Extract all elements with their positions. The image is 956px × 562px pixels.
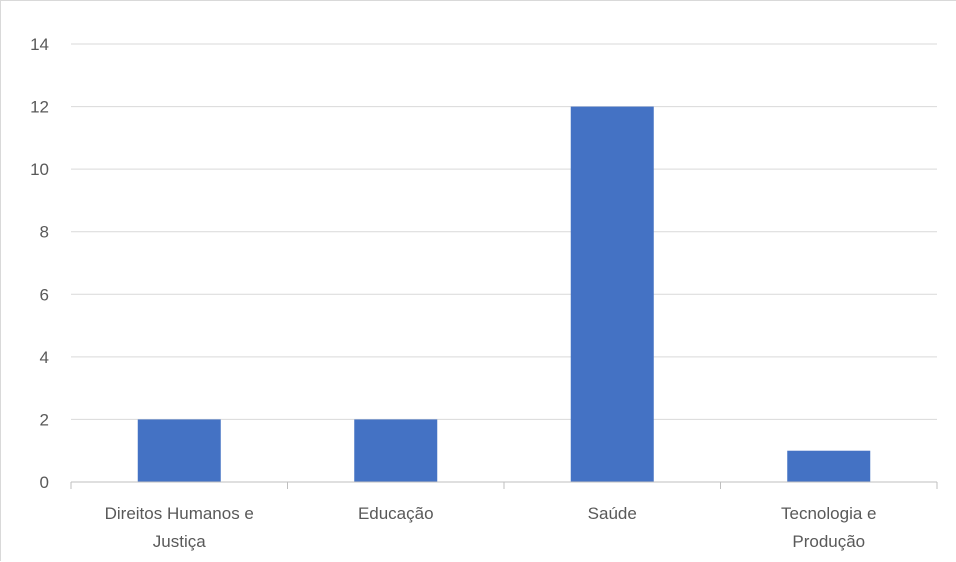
y-tick-label: 4 bbox=[40, 348, 49, 367]
bar bbox=[570, 106, 654, 483]
y-tick-label: 10 bbox=[30, 160, 49, 179]
y-tick-label: 8 bbox=[40, 223, 49, 242]
y-tick-label: 6 bbox=[40, 285, 49, 304]
x-category-label: Justiça bbox=[153, 532, 206, 551]
x-category-label: Tecnologia e bbox=[781, 504, 876, 523]
bar bbox=[787, 450, 871, 482]
bars bbox=[137, 106, 871, 483]
gridlines bbox=[71, 43, 937, 420]
y-tick-label: 0 bbox=[40, 473, 49, 492]
x-category-label: Produção bbox=[792, 532, 865, 551]
bar bbox=[137, 419, 221, 482]
x-category-label: Direitos Humanos e bbox=[105, 504, 254, 523]
x-axis-category-labels: Direitos Humanos e Justiça Educação Saúde Te… bbox=[105, 504, 877, 551]
bar bbox=[354, 419, 438, 482]
y-axis-tick-labels: 0 2 4 6 8 10 12 14 bbox=[30, 35, 49, 492]
y-tick-label: 2 bbox=[40, 410, 49, 429]
x-category-label: Saúde bbox=[588, 504, 637, 523]
x-category-label: Educação bbox=[358, 504, 434, 523]
y-tick-label: 14 bbox=[30, 35, 49, 54]
y-tick-label: 12 bbox=[30, 98, 49, 117]
x-axis bbox=[70, 481, 938, 489]
